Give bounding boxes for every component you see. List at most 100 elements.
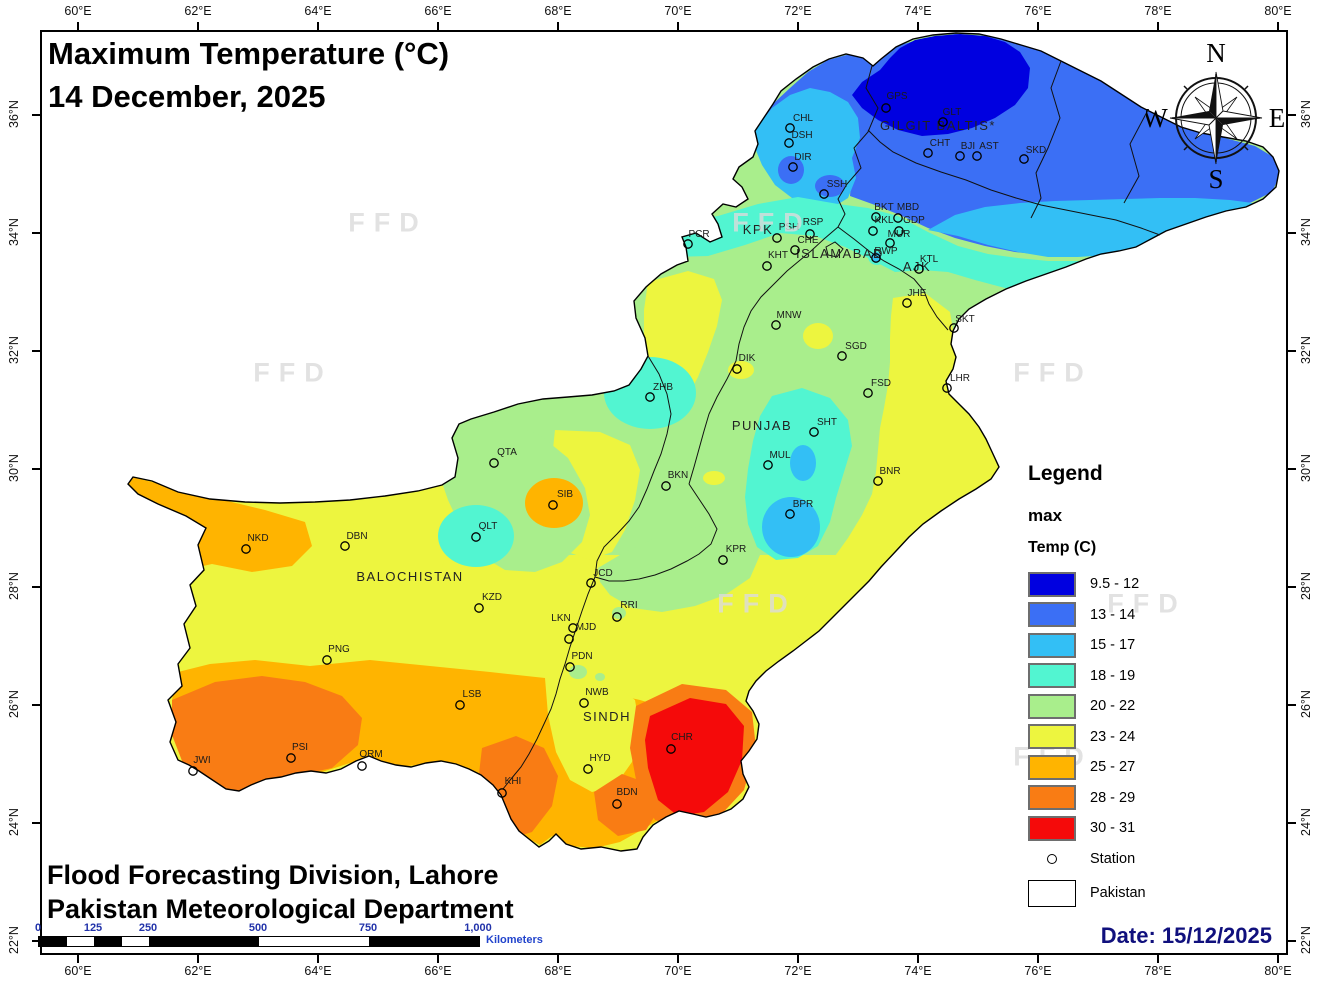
station-label: MNW [777, 310, 803, 321]
axis-label-right: 36°N [1299, 100, 1313, 128]
legend-color-swatch [1028, 724, 1076, 750]
legend-color-swatch [1028, 785, 1076, 811]
footer: Flood Forecasting Division, Lahore Pakis… [47, 858, 514, 926]
station-label: ORM [359, 749, 382, 760]
station-marker [873, 476, 883, 486]
axis-tick [32, 114, 40, 116]
axis-tick [32, 468, 40, 470]
station-label: HYD [589, 753, 610, 764]
station-label: NKD [247, 533, 268, 544]
station-label: KZD [482, 592, 502, 603]
legend-station-label: Station [1090, 850, 1136, 867]
station-marker [322, 655, 332, 665]
station-marker [497, 788, 507, 798]
axis-tick [32, 940, 40, 942]
legend-color-swatch [1028, 571, 1076, 597]
station-label: JWI [193, 755, 210, 766]
axis-label-bottom: 72°E [784, 964, 812, 978]
station-label: KHI [505, 776, 522, 787]
station-marker [666, 744, 676, 754]
station-marker [489, 458, 499, 468]
station-marker [837, 351, 847, 361]
legend-class-label: 20 - 22 [1090, 698, 1136, 715]
station-marker [809, 427, 819, 437]
station-label: JHE [908, 288, 927, 299]
scale-tick-label: 500 [248, 922, 268, 934]
legend-class-label: 25 - 27 [1090, 759, 1136, 776]
axis-label-bottom: 76°E [1024, 964, 1052, 978]
station-label: AST [979, 141, 998, 152]
station-label: KKL [875, 215, 894, 226]
province-labels: GILGIT BALTIS*KPKISLAMABADAJKPUNJABBALOC… [356, 118, 994, 724]
province-label: SINDH [583, 709, 631, 724]
station-label: BPR [793, 499, 814, 510]
station-marker [241, 544, 251, 554]
axis-tick [797, 955, 799, 963]
station-marker [885, 238, 895, 248]
map-title: Maximum Temperature (°C) 14 December, 20… [48, 32, 449, 118]
station-marker [586, 578, 596, 588]
station-label: PDN [571, 651, 592, 662]
scale-tick-label: 125 [83, 922, 103, 934]
scale-bar: 0 125 250 500 750 1,000 Kilometers [35, 922, 598, 952]
station-marker [471, 532, 481, 542]
axis-tick [77, 22, 79, 30]
axis-tick [1288, 114, 1296, 116]
compass-s: S [1208, 164, 1223, 194]
station-label: CHE [797, 235, 818, 246]
axis-tick [32, 232, 40, 234]
station-label: LHR [950, 373, 970, 384]
legend-class-label: 15 - 17 [1090, 637, 1136, 654]
axis-tick [1288, 350, 1296, 352]
stations-layer: GPS GLT CHT BJI AST SKD CHL DSH DIR SSH PCR PSH RSP C… [188, 91, 1046, 809]
station-label: RWP [874, 246, 897, 257]
axis-tick [317, 955, 319, 963]
scale-tick-label: 750 [358, 922, 378, 934]
station-marker [286, 753, 296, 763]
station-marker [805, 229, 815, 239]
station-marker [474, 603, 484, 613]
axis-tick [1277, 22, 1279, 30]
station-label: SGD [845, 341, 867, 352]
station-marker [790, 245, 800, 255]
axis-label-left: 22°N [7, 926, 21, 954]
station-label: GPS [886, 91, 907, 102]
station-marker [772, 233, 782, 243]
station-label: GDP [903, 215, 925, 226]
legend-row: 13 - 14 [1028, 600, 1248, 631]
station-label: QLT [479, 521, 498, 532]
station-label: KHT [768, 250, 788, 261]
station-label: MBD [897, 202, 919, 213]
province-label: ISLAMABAD [796, 246, 884, 261]
axis-tick [197, 955, 199, 963]
station-label: MJD [576, 622, 597, 633]
station-marker [785, 509, 795, 519]
station-marker [683, 239, 693, 249]
station-marker [583, 764, 593, 774]
axis-label-top: 64°E [304, 4, 332, 18]
axis-label-top: 74°E [904, 4, 932, 18]
legend-class-label: 9.5 - 12 [1090, 576, 1140, 593]
legend-color-swatch [1028, 754, 1076, 780]
station-label: KTL [920, 254, 939, 265]
axis-tick [197, 22, 199, 30]
station-label: NWB [585, 687, 609, 698]
axis-tick [917, 955, 919, 963]
axis-tick [677, 22, 679, 30]
station-label: SKT [955, 314, 974, 325]
axis-tick [1157, 22, 1159, 30]
axis-label-top: 62°E [184, 4, 212, 18]
footer-line1: Flood Forecasting Division, Lahore [47, 860, 499, 890]
scale-bar-segment [369, 937, 479, 946]
legend-color-swatch [1028, 693, 1076, 719]
station-label: MUL [769, 450, 791, 461]
axis-label-top: 60°E [64, 4, 92, 18]
ffd-watermark: FFD [348, 207, 428, 238]
station-marker [893, 213, 903, 223]
station-label: DIR [794, 152, 811, 163]
legend-class-label: 30 - 31 [1090, 820, 1136, 837]
legend-color-swatch [1028, 815, 1076, 841]
legend-row: 20 - 22 [1028, 691, 1248, 722]
legend-title: Legend [1028, 462, 1103, 485]
station-marker [784, 138, 794, 148]
